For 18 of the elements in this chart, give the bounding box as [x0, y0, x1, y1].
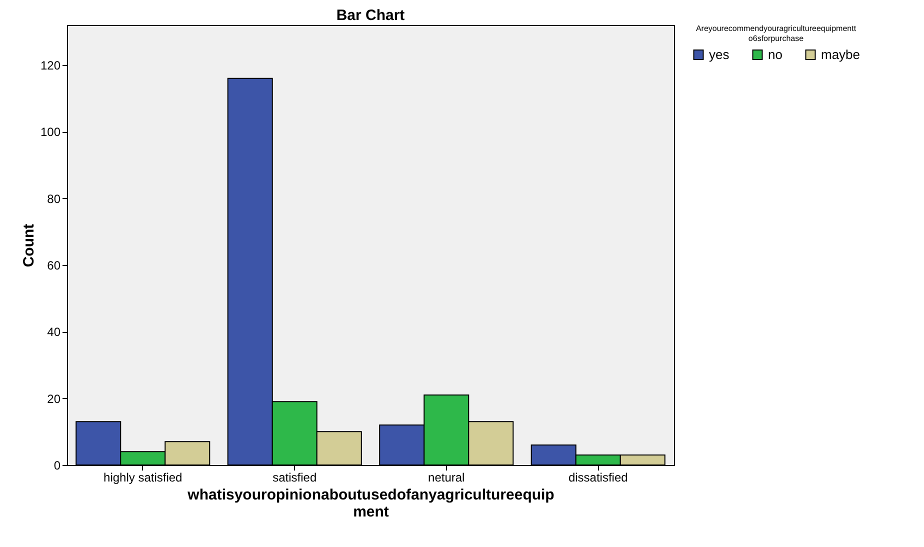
legend-title: Areyourecommendyouragricultureequipmentto6sforpurchase [696, 24, 857, 43]
y-tick-label: 20 [47, 392, 61, 406]
legend-label: yes [709, 46, 730, 62]
x-tick-label: dissatisfied [568, 470, 628, 484]
y-tick-label: 60 [47, 258, 61, 272]
y-tick-label: 0 [54, 458, 61, 472]
x-tick-label: highly satisfied [104, 470, 182, 484]
y-axis-title: Count [20, 224, 38, 268]
x-axis-title: whatisyouropinionaboutusedofanyagricultureequipment [186, 486, 554, 520]
y-tick-label: 80 [47, 192, 61, 206]
chart-title: Bar Chart [336, 7, 405, 24]
x-tick-label: satisfied [272, 470, 317, 484]
y-tick-label: 120 [40, 58, 61, 72]
legend-label: maybe [821, 46, 860, 62]
x-tick-label: netural [428, 470, 465, 484]
y-tick-label: 40 [47, 325, 61, 340]
legend-label: no [768, 46, 782, 62]
y-tick-label: 100 [40, 125, 61, 140]
